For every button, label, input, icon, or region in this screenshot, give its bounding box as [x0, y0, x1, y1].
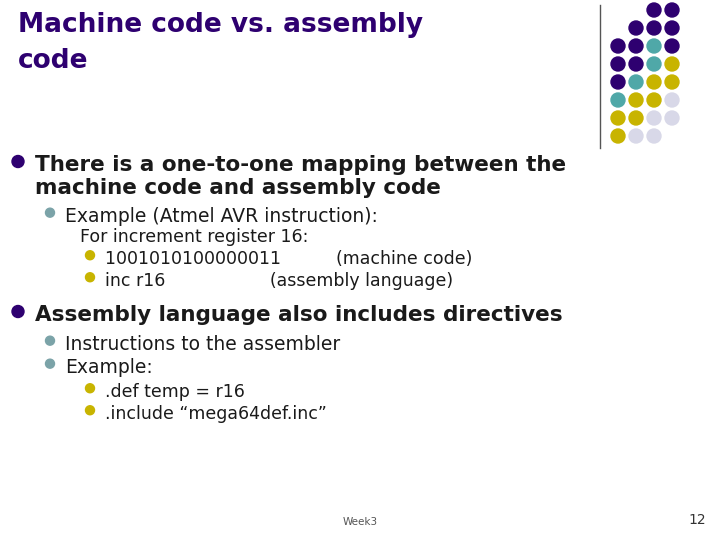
Circle shape	[665, 21, 679, 35]
Text: Assembly language also includes directives: Assembly language also includes directiv…	[35, 305, 562, 325]
Circle shape	[665, 57, 679, 71]
Circle shape	[647, 57, 661, 71]
Text: Week3: Week3	[343, 517, 377, 527]
Circle shape	[629, 93, 643, 107]
Text: For increment register 16:: For increment register 16:	[80, 228, 308, 246]
Circle shape	[647, 75, 661, 89]
Circle shape	[611, 93, 625, 107]
Circle shape	[665, 3, 679, 17]
Circle shape	[611, 57, 625, 71]
Text: 1001010100000011          (machine code): 1001010100000011 (machine code)	[105, 250, 472, 268]
Text: inc r16                   (assembly language): inc r16 (assembly language)	[105, 272, 453, 290]
Text: Machine code vs. assembly: Machine code vs. assembly	[18, 12, 423, 38]
Circle shape	[647, 21, 661, 35]
Circle shape	[647, 39, 661, 53]
Circle shape	[665, 111, 679, 125]
Circle shape	[86, 273, 94, 282]
Circle shape	[629, 129, 643, 143]
Circle shape	[647, 93, 661, 107]
Circle shape	[647, 3, 661, 17]
Circle shape	[611, 39, 625, 53]
Circle shape	[629, 111, 643, 125]
Circle shape	[45, 336, 55, 345]
Circle shape	[629, 39, 643, 53]
Circle shape	[12, 306, 24, 318]
Text: Example (Atmel AVR instruction):: Example (Atmel AVR instruction):	[65, 207, 378, 226]
Text: 12: 12	[688, 513, 706, 527]
Circle shape	[611, 129, 625, 143]
Circle shape	[629, 75, 643, 89]
Circle shape	[611, 111, 625, 125]
Circle shape	[629, 57, 643, 71]
Text: Instructions to the assembler: Instructions to the assembler	[65, 335, 341, 354]
Circle shape	[611, 75, 625, 89]
Circle shape	[647, 111, 661, 125]
Circle shape	[647, 129, 661, 143]
Text: .def temp = r16: .def temp = r16	[105, 383, 245, 401]
Circle shape	[12, 156, 24, 167]
Circle shape	[86, 406, 94, 415]
Circle shape	[629, 21, 643, 35]
Circle shape	[86, 384, 94, 393]
Text: machine code and assembly code: machine code and assembly code	[35, 178, 441, 198]
Circle shape	[45, 359, 55, 368]
Text: Example:: Example:	[65, 358, 153, 377]
Text: .include “mega64def.inc”: .include “mega64def.inc”	[105, 405, 327, 423]
Text: code: code	[18, 48, 89, 74]
Circle shape	[665, 93, 679, 107]
Text: There is a one-to-one mapping between the: There is a one-to-one mapping between th…	[35, 155, 566, 175]
Circle shape	[86, 251, 94, 260]
Circle shape	[665, 39, 679, 53]
Circle shape	[45, 208, 55, 217]
Circle shape	[665, 75, 679, 89]
